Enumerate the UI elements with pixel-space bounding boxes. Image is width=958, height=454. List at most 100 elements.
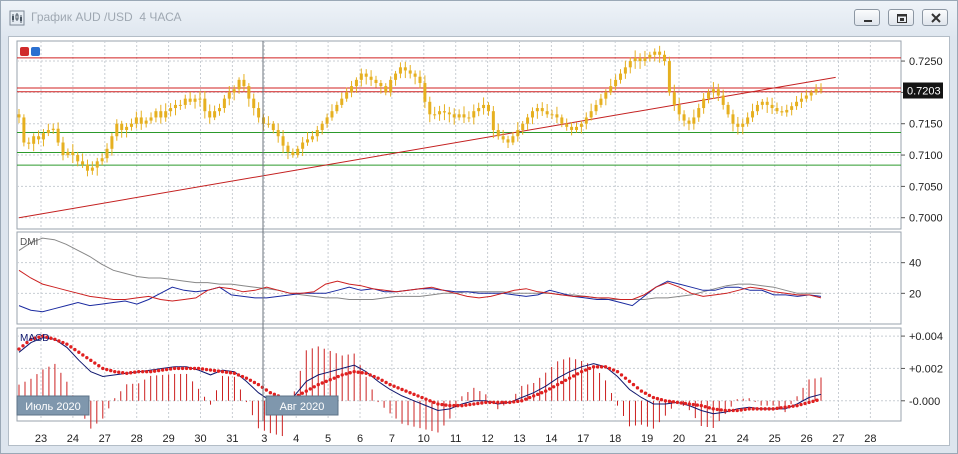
macd-signal-dot [675,400,680,405]
price-tick-label: 0.7250 [909,56,943,68]
macd-signal-dot [811,399,815,404]
candle-body [345,92,349,99]
macd-signal-dot [360,371,364,375]
day-tick-label: 10 [418,433,430,445]
candle-body [555,114,559,118]
title-bar[interactable]: График AUD /USD 4 ЧАСА [1,1,957,35]
macd-signal-dot [659,398,664,402]
candle-body [702,98,706,109]
macd-signal-dot [456,403,460,408]
macd-tick-label: +0.004 [909,331,943,343]
macd-signal-dot [619,373,624,377]
candle-body [643,57,647,62]
candle-body [354,79,358,87]
macd-signal-dot [703,405,707,409]
chart-canvas[interactable]: 23 24 27 28 29 30 31 3 4 5 6 7 10 11 12 13 14 17 18 19 20 21 2… [9,37,949,445]
price-tick-label: 0.7050 [909,181,943,193]
macd-signal-dot [400,387,404,392]
macd-signal-dot [65,342,69,346]
macd-signal-dot [113,369,117,374]
candle-body [614,79,618,87]
day-tick-label: 3 [261,433,267,445]
macd-signal-dot [611,368,616,372]
macd-signal-dot [164,367,169,372]
candle-body [472,111,476,118]
candle-body [599,98,603,105]
candle-body [711,89,715,93]
chart-area[interactable]: 23 24 27 28 29 30 31 3 4 5 6 7 10 11 12 13 14 17 18 19 20 21 2… [8,36,950,446]
macd-signal-dot [731,408,735,413]
macd-signal-dot [416,394,420,398]
macd-label: MACD [20,333,49,344]
candle-body [403,67,407,71]
macd-signal-dot [168,367,173,371]
candle-body [271,123,275,130]
candle-body [164,111,168,118]
macd-signal-dot [691,402,696,407]
macd-signal-dot [244,376,249,380]
candle-body [27,142,31,144]
macd-signal-dot [520,399,524,403]
macd-signal-dot [328,378,332,382]
macd-signal-dot [29,337,33,342]
candle-body [418,76,422,83]
macd-signal-dot [444,403,448,407]
candle-body [384,86,388,93]
candle-body [291,151,295,156]
macd-signal-dot [17,347,21,351]
macd-signal-dot [240,374,245,379]
macd-signal-dot [575,372,580,376]
macd-signal-dot [152,369,157,373]
price-tick-label: 0.7100 [909,150,943,162]
day-tick-label: 5 [325,433,331,445]
macd-signal-dot [69,345,73,349]
candle-body [41,133,45,140]
minimize-button[interactable] [854,9,880,26]
day-tick-label: 13 [513,433,525,445]
macd-signal-dot [759,407,763,411]
macd-signal-dot [783,405,787,409]
candle-body [17,114,21,118]
macd-signal-dot [348,371,352,375]
restore-button[interactable] [888,9,914,26]
macd-signal-dot [73,347,77,352]
macd-signal-dot [368,373,372,377]
macd-signal-dot [651,395,656,400]
candle-body [95,161,99,168]
macd-signal-dot [316,382,320,387]
macd-signal-dot [308,387,312,391]
candle-body [154,111,158,118]
day-tick-label: 17 [577,433,589,445]
macd-signal-dot [380,378,384,382]
day-tick-label: 24 [737,433,749,445]
current-price-box [903,82,943,99]
day-tick-label: 30 [194,433,206,445]
candle-body [232,89,236,93]
macd-signal-dot [252,380,257,385]
macd-signal-dot [476,401,480,406]
candle-body [335,104,339,112]
macd-signal-dot [472,402,476,406]
close-button[interactable] [922,9,948,26]
macd-signal-dot [248,378,253,382]
candle-body [477,108,481,112]
candle-body [364,73,368,77]
macd-signal-dot [372,374,376,379]
chart-app-icon [9,10,25,26]
macd-signal-dot [571,374,576,378]
candle-body [227,92,231,99]
candle-body [100,158,104,162]
macd-signal-dot [504,400,508,405]
macd-tick-label: -0.000 [909,396,940,408]
macd-signal-dot [428,399,432,403]
candle-body [37,136,41,140]
macd-signal-dot [747,407,751,411]
macd-signal-dot [85,355,89,360]
macd-signal-dot [121,371,125,375]
macd-signal-dot [795,403,799,408]
candle-body [110,136,114,149]
candle-body [198,98,202,100]
macd-tick-label: +0.002 [909,363,943,375]
macd-signal-dot [232,371,237,375]
macd-signal-dot [791,404,795,408]
